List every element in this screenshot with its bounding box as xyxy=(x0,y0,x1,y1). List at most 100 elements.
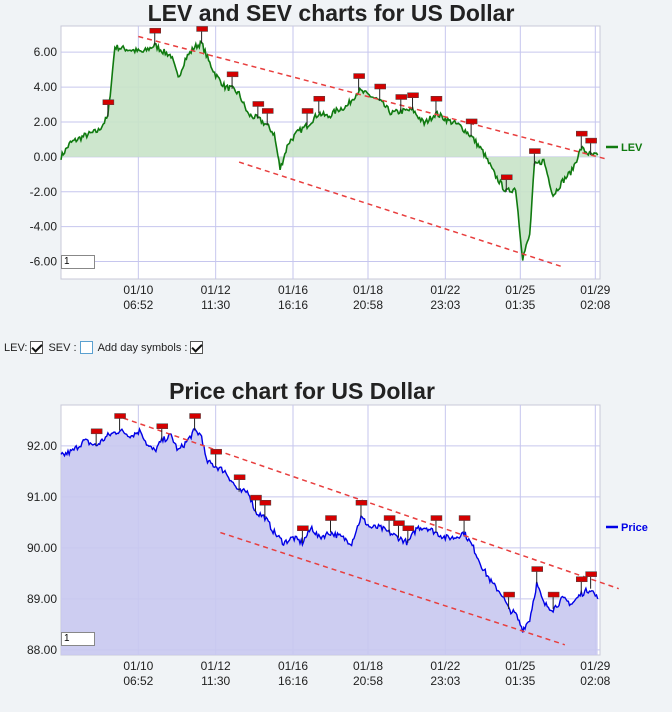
flag-icon xyxy=(501,174,513,181)
flag-icon xyxy=(297,525,309,532)
price-day-flag xyxy=(576,576,588,594)
flag-icon xyxy=(465,118,478,125)
price-chart-title: Price chart for US Dollar xyxy=(169,378,435,404)
lev-day-flag xyxy=(149,27,161,46)
price-y-tick-label: 88.00 xyxy=(27,643,57,657)
price-day-flag xyxy=(114,413,126,431)
flag-icon xyxy=(250,494,262,501)
sev-checkbox[interactable] xyxy=(79,341,93,354)
price-day-flag xyxy=(383,515,396,533)
lev-y-tick-label: -2.00 xyxy=(30,185,58,199)
lev-y-tick-label: 6.00 xyxy=(34,45,58,59)
lev-x-tick-date: 01/16 xyxy=(278,283,308,297)
lev-y-tick-label: 0.00 xyxy=(34,150,58,164)
price-day-flag xyxy=(90,428,103,446)
price-trend-line xyxy=(114,414,619,590)
flag-icon xyxy=(407,92,419,99)
price-x-tick-time: 02:08 xyxy=(580,674,610,688)
flag-icon xyxy=(259,499,272,506)
lev-x-tick-date: 01/29 xyxy=(580,283,610,297)
price-plot-area xyxy=(60,404,601,656)
lev-x-tick-time: 20:58 xyxy=(353,298,383,312)
flag-icon xyxy=(430,515,443,521)
price-zoom-input[interactable]: 1 xyxy=(61,632,95,646)
lev-day-flag xyxy=(465,118,478,136)
flag-icon xyxy=(374,83,386,90)
flag-icon xyxy=(585,571,597,577)
flag-icon xyxy=(226,71,239,78)
lev-x-tick-time: 01:35 xyxy=(505,298,535,312)
price-day-flag xyxy=(210,448,222,467)
lev-day-flag xyxy=(374,83,386,102)
lev-day-flag xyxy=(501,174,513,192)
price-x-tick-date: 01/10 xyxy=(123,659,153,673)
lev-day-flag xyxy=(430,95,443,114)
price-day-flag xyxy=(458,515,471,533)
lev-checkbox-label: LEV: xyxy=(4,341,28,354)
price-x-tick-date: 01/25 xyxy=(505,659,535,673)
lev-day-flag xyxy=(585,137,597,156)
price-day-flag xyxy=(250,494,262,513)
day-symbols-checkbox-label: Add day symbols : xyxy=(97,341,188,354)
price-x-tick-time: 20:58 xyxy=(353,674,383,688)
lev-x-tick-date: 01/18 xyxy=(353,283,383,297)
price-x-tick-date: 01/16 xyxy=(278,659,308,673)
flag-icon xyxy=(313,95,326,102)
price-y-tick-label: 91.00 xyxy=(27,490,57,504)
chart-controls: LEV: SEV : Add day symbols : xyxy=(4,341,206,354)
lev-checkbox[interactable] xyxy=(30,341,44,354)
lev-x-tick-date: 01/10 xyxy=(123,283,153,297)
price-legend: Price xyxy=(606,522,648,534)
lev-y-tick-label: -6.00 xyxy=(30,255,58,269)
flag-icon xyxy=(547,591,560,598)
lev-x-tick-date: 01/12 xyxy=(201,283,231,297)
price-x-tick-date: 01/29 xyxy=(580,659,610,673)
flag-icon xyxy=(383,515,396,521)
price-day-flag xyxy=(531,566,543,584)
lev-series-fill xyxy=(61,41,598,261)
lev-zoom-input[interactable]: 1 xyxy=(61,255,95,269)
lev-day-flag xyxy=(102,99,115,117)
flag-icon xyxy=(395,94,408,100)
price-day-flag xyxy=(233,474,246,492)
lev-x-tick-time: 06:52 xyxy=(123,298,153,312)
lev-day-flag xyxy=(529,148,541,166)
price-day-flag xyxy=(393,520,405,538)
lev-x-tick-time: 23:03 xyxy=(430,298,460,312)
price-day-flag xyxy=(547,591,560,610)
flag-icon xyxy=(585,137,597,144)
lev-series-line xyxy=(60,39,599,261)
day-symbols-checkbox[interactable] xyxy=(190,341,204,354)
lev-day-flag xyxy=(226,71,239,89)
price-day-flag xyxy=(402,525,415,543)
flag-icon xyxy=(430,95,443,102)
flag-icon xyxy=(576,130,588,137)
price-y-tick-label: 92.00 xyxy=(27,439,57,453)
flag-icon xyxy=(189,413,201,419)
price-day-flag xyxy=(355,499,368,518)
flag-icon xyxy=(531,566,543,572)
lev-day-flag xyxy=(395,94,408,112)
flag-icon xyxy=(233,474,246,480)
price-day-flag xyxy=(503,591,515,610)
flag-icon xyxy=(402,525,415,532)
flag-icon xyxy=(301,108,314,114)
price-day-flag xyxy=(297,525,309,543)
price-x-tick-time: 16:16 xyxy=(278,674,308,688)
lev-chart[interactable]: 6.00 4.00 2.00 0.00 -2.00 -4.00 -6.00 01/1006:5… xyxy=(0,0,672,340)
flag-icon xyxy=(393,520,405,526)
lev-day-flag xyxy=(313,95,326,114)
price-x-tick-time: 01:35 xyxy=(505,674,535,688)
price-day-flag xyxy=(259,499,272,518)
flag-icon xyxy=(149,27,161,34)
lev-trend-line xyxy=(238,161,563,268)
flag-icon xyxy=(458,515,471,521)
price-x-tick-date: 01/12 xyxy=(201,659,231,673)
lev-day-flag xyxy=(252,101,265,119)
price-day-flag xyxy=(189,413,201,431)
lev-y-tick-label: 4.00 xyxy=(34,80,58,94)
price-day-flag xyxy=(156,423,169,441)
legend-label: Price xyxy=(621,522,648,534)
flag-icon xyxy=(114,413,126,419)
lev-day-flag xyxy=(576,130,588,149)
